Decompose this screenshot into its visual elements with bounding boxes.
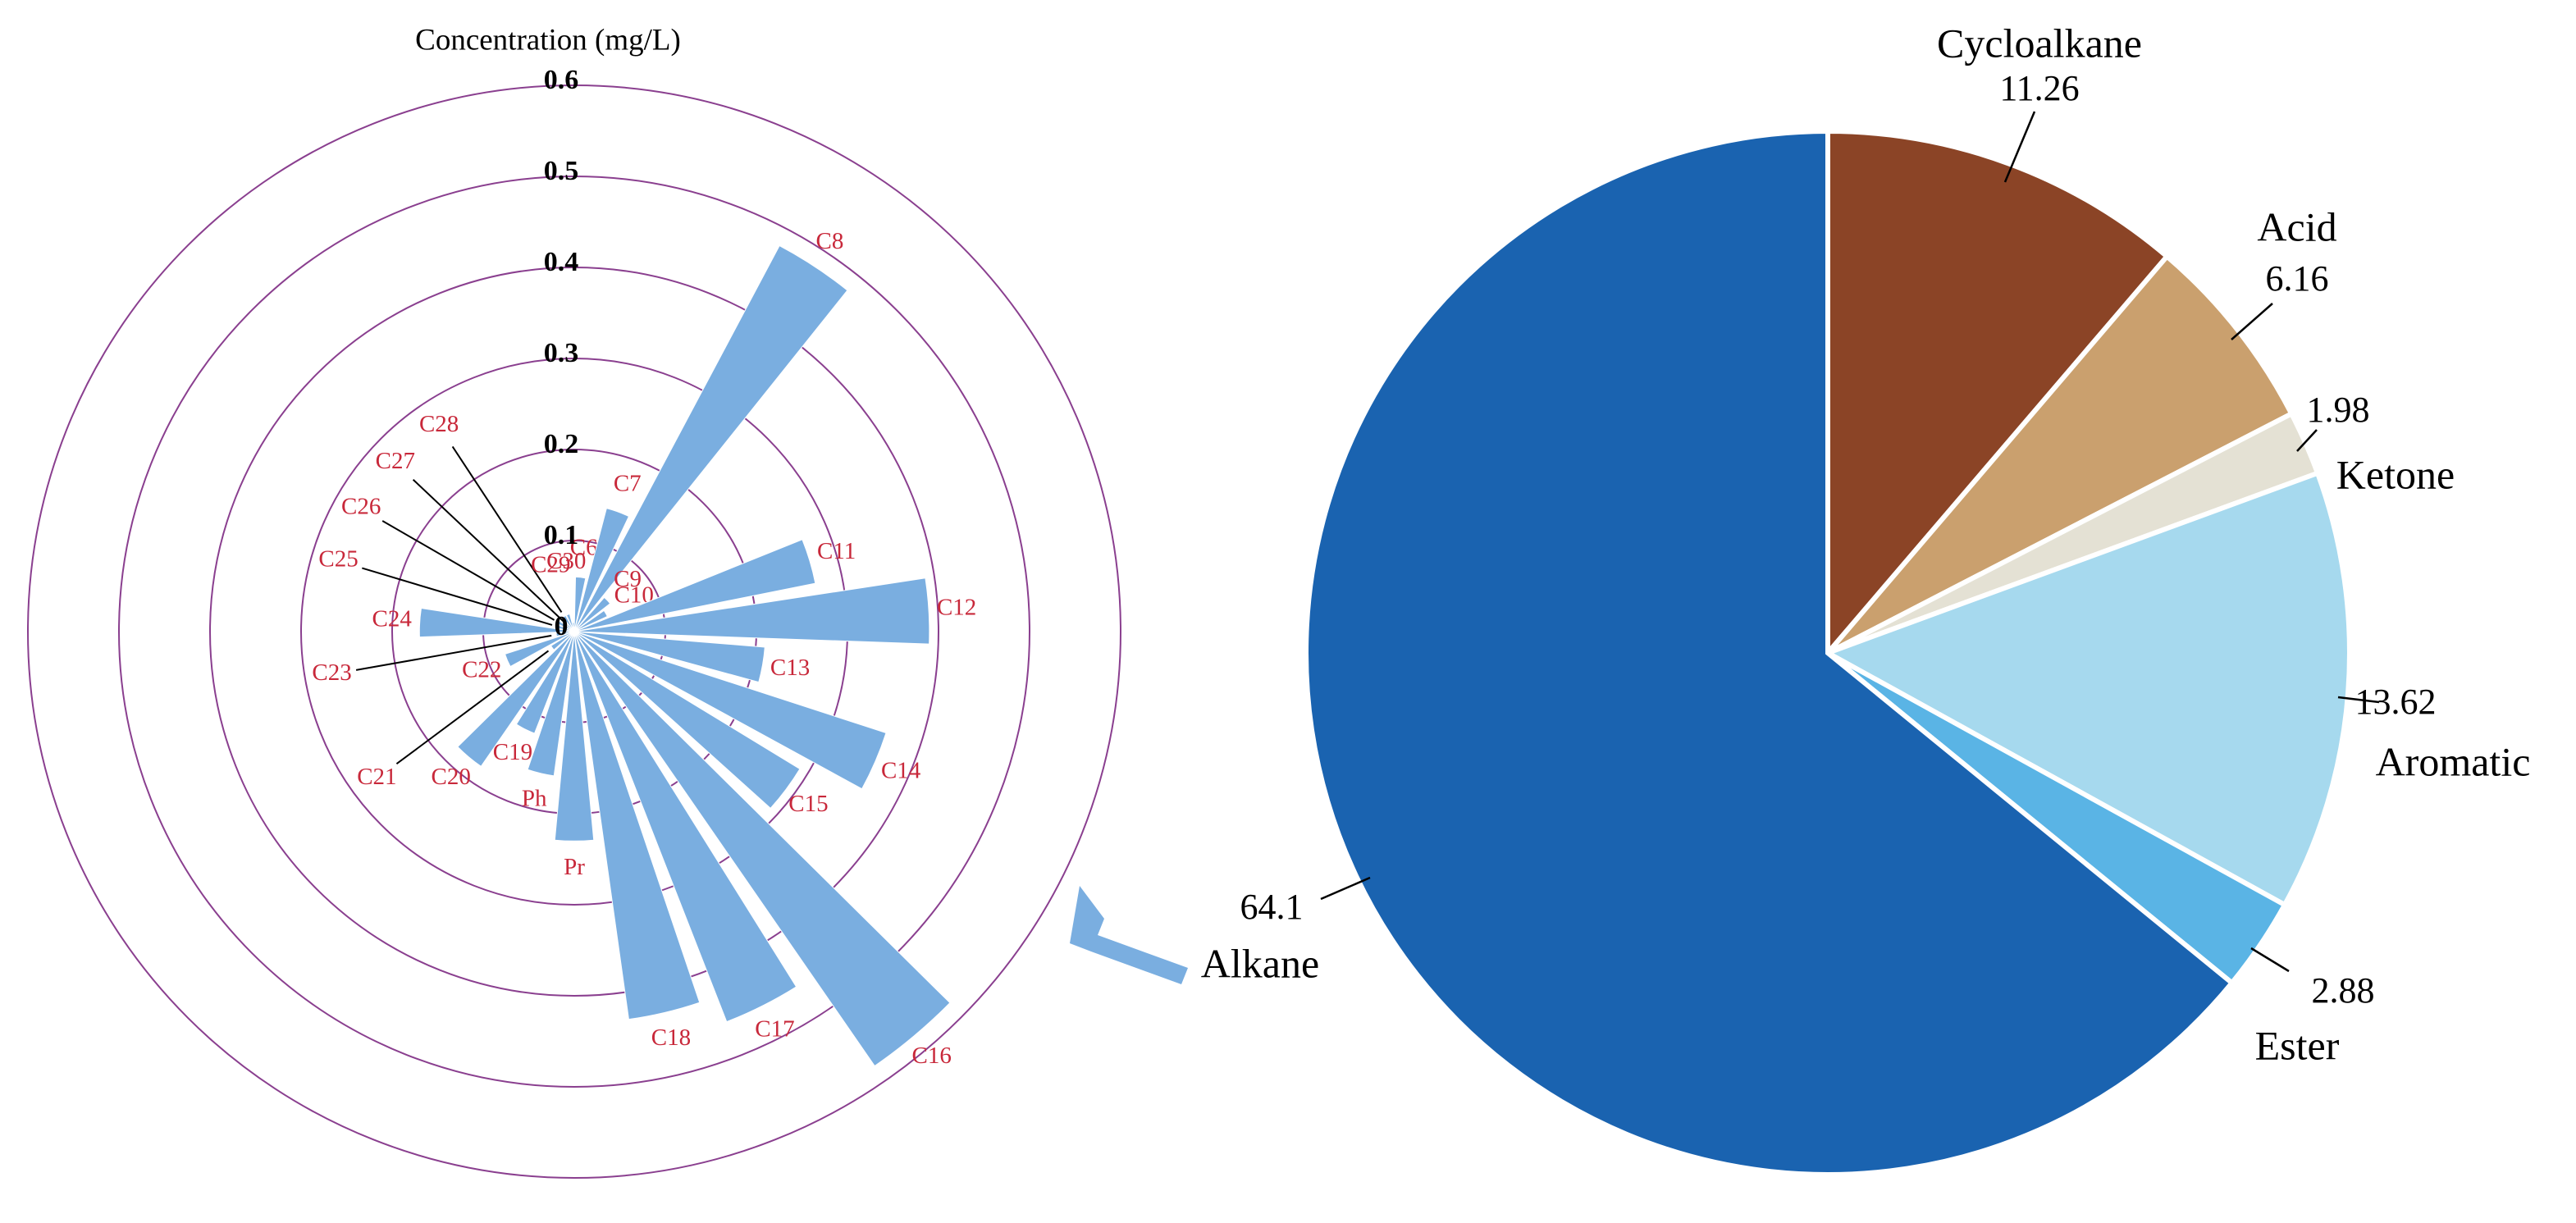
category-label: C26 [341,494,381,520]
leader-line [381,520,555,621]
slice-name: Cycloalkane [1937,20,2142,66]
tick-label: 0.5 [544,156,579,186]
arrow [1070,886,1188,984]
slice-name: Ketone [2336,451,2455,497]
category-label: C28 [419,411,459,437]
bar [573,631,765,683]
pie-slice [1304,128,2236,1177]
category-label: C13 [770,655,810,681]
pie-slice [1825,128,2171,660]
leader-line [355,634,552,671]
bar [573,609,609,632]
category-label: C8 [816,228,844,254]
slice-value: 13.62 [2355,682,2437,722]
leader-line [362,567,553,626]
bar [554,631,595,842]
leader-line [2003,111,2036,183]
ring [209,267,939,997]
category-label: C6 [570,535,598,561]
tick-label: 0.1 [544,520,579,550]
slice-name: Acid [2257,203,2336,249]
bar [572,622,575,632]
category-label: C14 [881,757,921,783]
category-label: C9 [614,566,642,592]
category-label: C15 [788,791,828,817]
category-label: C17 [755,1015,794,1042]
slice-value: 2.88 [2312,970,2375,1011]
bar [562,614,575,632]
tick-label: 0.3 [544,338,579,368]
bar [573,631,801,810]
bar [504,631,575,668]
tick-label: 0.2 [544,429,579,459]
slice-name: Alkane [1201,940,1319,986]
bar [573,577,930,645]
category-label: C29 [531,552,570,578]
bar [573,508,630,632]
leader-line [451,445,563,613]
slice-value: 64.1 [1240,887,1304,927]
category-label: C22 [462,656,501,682]
leader-line [2296,429,2318,452]
category-label: Ph [522,786,547,812]
bar [418,607,575,638]
slice-value: 11.26 [1999,68,2079,108]
category-label: C25 [318,546,358,573]
bar [515,631,575,734]
category-label: Pr [564,854,585,880]
bar [557,620,575,632]
leader-line [1320,876,1371,901]
category-label: C16 [912,1043,952,1069]
bar [573,244,848,632]
leader-line [412,478,565,623]
tick-label: 0 [555,611,569,641]
bar [565,613,575,632]
slice-name: Aromatic [2376,738,2531,784]
slice-value: 6.16 [2266,258,2329,299]
category-label: C24 [372,606,413,632]
slice-name: Ester [2255,1022,2340,1068]
bar [555,631,575,637]
bar [573,596,611,632]
bar [527,631,575,777]
leader-line [2231,303,2273,340]
bar [457,631,575,768]
bar [550,631,575,650]
bar [573,576,587,632]
leader-line [395,650,550,765]
ring [118,176,1030,1088]
category-label: C12 [937,595,976,621]
category-label: C20 [432,764,471,790]
tick-label: 0.6 [544,65,579,95]
category-label: C7 [614,471,642,497]
pie-slice [1821,469,2352,909]
bar [573,631,951,1067]
bar [573,539,816,632]
category-label: C27 [376,448,415,474]
category-label: C19 [493,739,532,765]
category-label: C21 [357,764,396,790]
leader-line [2337,696,2380,704]
category-label: C11 [817,538,856,564]
category-label: C23 [312,659,351,686]
slice-value: 1.98 [2307,390,2370,430]
bar [573,631,701,1020]
category-label: C18 [651,1024,691,1051]
pie-slice [1825,253,2295,655]
bar [573,631,797,1023]
leader-line [2250,947,2290,973]
bar [573,631,887,790]
polar-title: Concentration (mg/L) [415,23,681,57]
category-label: C30 [546,548,586,574]
ring [27,84,1121,1179]
tick-label: 0.4 [544,247,579,277]
